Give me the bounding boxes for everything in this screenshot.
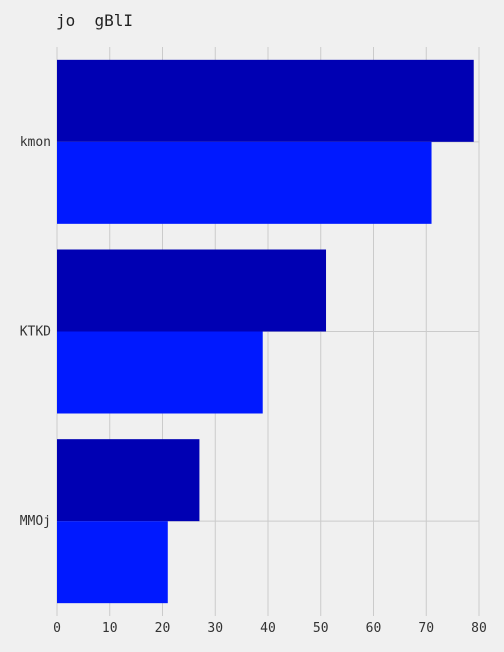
x-tick-label-4: 40 [260,621,276,636]
x-tick-label-2: 20 [155,621,171,636]
x-tick-label-3: 30 [207,621,223,636]
x-tick-label-0: 0 [53,621,61,636]
y-tick-label-2: MMOj [20,514,51,529]
x-axis-tick-labels: 0 10 20 30 40 50 60 70 80 [53,621,487,636]
bar-MMOj-series-2 [57,521,168,604]
x-tick-label-1: 10 [102,621,118,636]
bar-MMOj-series-1 [57,439,200,522]
bar-KTKD-series-1 [57,249,327,332]
x-tick-label-8: 80 [471,621,487,636]
bars [57,59,474,604]
y-axis-tick-labels: kmon KTKD MMOj [20,135,51,529]
y-tick-label-0: kmon [20,135,51,150]
bar-kmon-series-1 [57,59,474,142]
chart-title: jo gBlI [56,11,133,30]
x-tick-label-6: 60 [366,621,382,636]
x-tick-label-5: 50 [313,621,329,636]
x-tick-label-7: 70 [418,621,434,636]
bar-kmon-series-2 [57,141,432,224]
y-tick-label-1: KTKD [20,325,51,340]
bar-KTKD-series-2 [57,331,263,414]
